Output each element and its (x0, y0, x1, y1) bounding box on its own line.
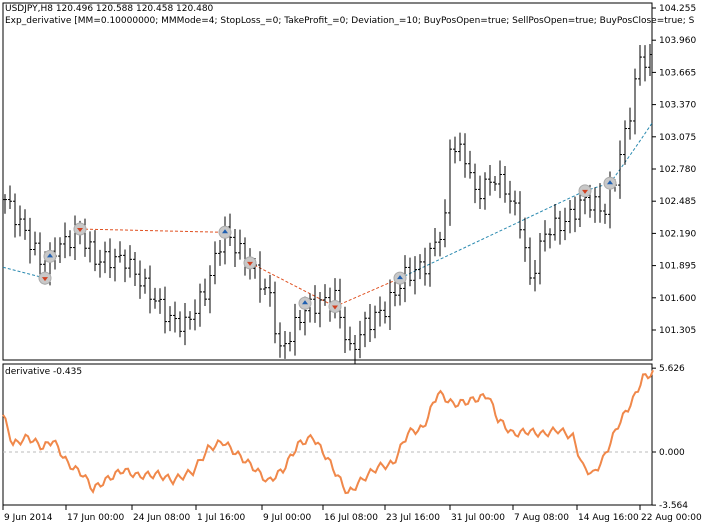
time-axis-label: 31 Jul 00:00 (451, 513, 505, 523)
indicator-axis-label: -3.564 (659, 501, 688, 511)
time-axis-label: 1 Jul 16:00 (197, 513, 246, 523)
price-axis-label: 102.190 (659, 229, 696, 239)
price-axis-label: 103.665 (659, 68, 696, 78)
sell-arrow-icon (42, 277, 48, 282)
indicator-axis-label: 5.626 (659, 364, 685, 374)
indicator-label: derivative -0.435 (5, 367, 83, 377)
price-axis-label: 101.895 (659, 262, 696, 272)
price-axis-label: 101.600 (659, 294, 696, 304)
derivative-line (2, 369, 654, 495)
price-axis-label: 104.255 (659, 4, 696, 14)
time-axis-label: 9 Jul 00:00 (263, 513, 312, 523)
time-axis-label: 24 Jun 08:00 (133, 513, 190, 523)
time-axis-label: 7 Aug 08:00 (514, 513, 569, 523)
sell-arrow-icon (582, 189, 588, 194)
buy-arrow-icon (302, 300, 308, 305)
indicator-frame (2, 363, 653, 506)
trade-line (79, 228, 226, 233)
buy-arrow-icon (397, 275, 403, 280)
symbol-info: USDJPY,H8 120.496 120.588 120.458 120.48… (5, 4, 214, 14)
sell-arrow-icon (247, 261, 253, 266)
sell-arrow-icon (332, 305, 338, 310)
time-axis-label: 17 Jun 00:00 (67, 513, 124, 523)
sell-arrow-icon (77, 228, 83, 233)
trend-line (609, 122, 653, 184)
time-axis-label: 22 Aug 00:00 (641, 513, 702, 523)
price-axis-label: 103.370 (659, 101, 696, 111)
buy-arrow-icon (222, 229, 228, 234)
time-axis-label: 23 Jul 16:00 (386, 513, 440, 523)
price-axis-label: 102.780 (659, 165, 696, 175)
trade-line (399, 190, 586, 279)
buy-arrow-icon (47, 253, 53, 258)
trade-line (334, 277, 401, 307)
buy-arrow-icon (607, 180, 613, 185)
time-axis-label: 9 Jun 2014 (4, 513, 53, 523)
main-chart-frame (2, 2, 653, 361)
time-axis-label: 16 Jul 08:00 (324, 513, 378, 523)
price-axis-label: 102.485 (659, 197, 696, 207)
time-axis-label: 14 Aug 16:00 (578, 513, 639, 523)
trade-line (249, 262, 336, 307)
trend-line (2, 266, 46, 279)
expert-info: Exp_derivative [MM=0.10000000; MMMode=4;… (5, 16, 695, 26)
price-axis-label: 103.960 (659, 36, 696, 46)
price-axis-label: 101.305 (659, 326, 696, 336)
price-axis-label: 103.075 (659, 133, 696, 143)
indicator-axis-label: 0.000 (659, 448, 685, 458)
